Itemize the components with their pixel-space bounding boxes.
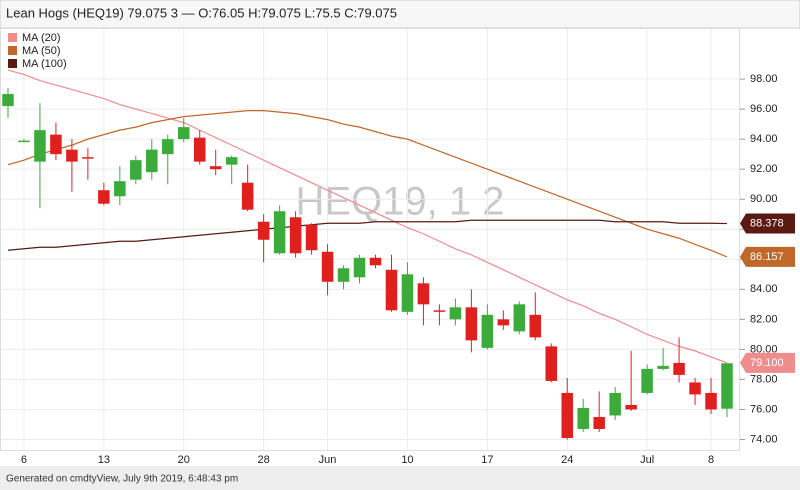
value-label: 86.157 [750,251,784,263]
candle-body [369,257,382,266]
candle-body [66,149,78,162]
x-tick-label: 8 [708,454,714,466]
x-tick-label: 28 [258,454,270,466]
candle-body [481,314,494,348]
y-tick-label: 78.00 [750,373,778,385]
candle-body [257,221,270,240]
ma-line [7,109,728,258]
legend-swatch [8,46,17,55]
candle-body [641,368,653,393]
chart-title: Lean Hogs (HEQ19) 79.075 3 — O:76.05 H:7… [6,5,397,20]
candle-body [609,392,621,416]
footer: Generated on cmdtyView, July 9th 2019, 6… [6,474,238,485]
candle-body [577,407,589,429]
y-tick-label: 92.00 [750,163,778,175]
legend-swatch [8,59,17,68]
y-tick-label: 80.00 [750,343,778,355]
candle-body [561,392,573,438]
y-tick-label: 82.00 [750,313,778,325]
candle-body [433,310,446,312]
candle-body [449,307,462,320]
x-tick-label: 6 [21,454,27,466]
plot-area [0,28,740,451]
x-tick-label: 10 [401,454,413,466]
candle-body [529,314,542,338]
y-tick-label: 84.00 [750,283,778,295]
y-tick-label: 98.00 [750,73,778,85]
candle-body [98,190,110,204]
y-tick-label: 96.00 [750,103,778,115]
candle-body [657,365,669,369]
ma-line [7,69,728,364]
y-tick-label: 74.00 [750,433,778,445]
candle-body [162,139,174,155]
footer-bar [0,466,800,490]
legend-label: MA (100) [22,58,67,70]
candle-body [321,251,334,282]
watermark: HEQ19, 1 2 [295,180,504,224]
candle-body [417,283,430,305]
candle-body [273,211,286,254]
x-tick-label: 20 [178,454,190,466]
y-tick-label: 90.00 [750,193,778,205]
candle-body [193,137,206,162]
candle-body [82,157,94,159]
y-tick-label: 76.00 [750,403,778,415]
candle-body [513,304,526,332]
value-label-box [740,246,795,267]
candle-body [130,160,142,180]
candle-body [401,274,414,312]
candle-body [705,392,717,410]
candle-body [673,362,685,375]
x-tick-label: 24 [561,454,573,466]
ma-line [7,219,728,251]
candle-body [50,134,62,155]
legend-label: MA (50) [22,45,61,57]
candle-body [34,130,46,162]
candle-body [209,166,222,170]
candle-body [337,268,350,282]
candle-body [545,346,558,381]
candle-body [289,217,302,254]
candle-body [353,257,366,278]
x-tick-label: 13 [98,454,110,466]
candle-body [146,149,158,173]
candle-body [225,157,238,165]
candle-body [305,224,318,251]
candle-body [18,140,30,143]
x-tick-label: 17 [481,454,493,466]
candle-body [385,269,398,311]
candle-body [593,416,605,429]
candle-body [177,127,190,140]
x-tick-label: Jun [319,454,337,466]
candle-body [465,307,478,341]
y-tick-label: 94.00 [750,133,778,145]
value-label-box [740,213,795,234]
candle-body [241,182,254,210]
candle-body [114,181,126,197]
candle-body [721,363,733,409]
candle-body [497,319,510,326]
legend-swatch [8,33,17,42]
candle-body [2,94,14,107]
x-tick-label: Jul [640,454,654,466]
legend-label: MA (20) [22,32,61,44]
value-label: 79.100 [750,357,784,369]
value-label: 88.378 [750,217,784,229]
value-label-box [740,352,795,373]
candle-body [689,382,701,395]
candle-body [625,404,637,410]
